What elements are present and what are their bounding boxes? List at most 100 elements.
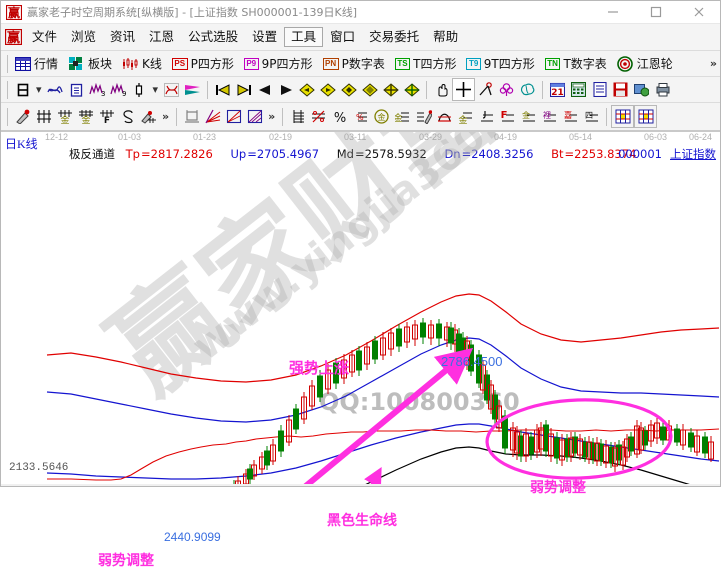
indicator-name: 极反通道 (69, 147, 115, 161)
tool-scribble[interactable] (45, 79, 66, 100)
tool-fan-red[interactable] (202, 106, 223, 127)
tool-frame[interactable] (181, 106, 202, 127)
tool-percent[interactable]: % (329, 106, 350, 127)
tool-gann-wheel[interactable]: 江恩轮 (615, 53, 681, 74)
tool-gold-line2[interactable]: 金 (518, 106, 539, 127)
menu-item-formula-screen[interactable]: 公式选股 (188, 29, 239, 44)
tool-t-square[interactable]: TS T四方形 (393, 53, 465, 74)
chart-area[interactable]: 日K线 12-12 01-03 01-23 02-19 03-11 03-29 … (1, 131, 720, 569)
tool-compass[interactable] (475, 79, 496, 100)
tool-fan-box[interactable] (223, 106, 244, 127)
toolbar3-overflow2-button[interactable]: » (268, 110, 276, 123)
toolbar-separator (176, 107, 178, 126)
tool-f-grid[interactable]: F (96, 106, 117, 127)
tool-layout-1[interactable] (611, 105, 635, 128)
dropdown-arrow-icon[interactable]: ▾ (36, 83, 42, 96)
tool-skip-last[interactable] (233, 79, 254, 100)
tool-gold-grid1[interactable]: 金 (54, 106, 75, 127)
tool-p-square[interactable]: PS P四方形 (170, 53, 242, 74)
menu-item-settings[interactable]: 设置 (252, 29, 278, 44)
hand-icon (433, 81, 450, 98)
tool-j-lines[interactable] (476, 106, 497, 127)
tool-f-lines[interactable]: F (497, 106, 518, 127)
tool-zoom-c[interactable] (380, 79, 401, 100)
tool-cube[interactable]: 嘉 (560, 106, 581, 127)
pct-red-icon: % (352, 108, 369, 125)
tool-tangle[interactable] (161, 79, 182, 100)
tool-prev[interactable] (254, 79, 275, 100)
tool-export[interactable] (631, 79, 652, 100)
tool-zoom-b[interactable] (359, 79, 380, 100)
tool-shift-right[interactable] (317, 79, 338, 100)
tool-pen-red[interactable] (12, 106, 33, 127)
toolbar-separator (606, 107, 608, 126)
tool-skip-first[interactable] (212, 79, 233, 100)
symbol-info: 000001 上证指数 (618, 146, 716, 162)
toolbar3-overflow1-button[interactable]: » (162, 110, 170, 123)
tool-rocket-lines[interactable] (413, 106, 434, 127)
tool-period-day[interactable] (12, 79, 33, 100)
tool-candle-single[interactable] (129, 79, 150, 100)
tool-flower[interactable] (496, 79, 517, 100)
indicator-md: Md (336, 147, 354, 161)
tool-gold-circle[interactable]: 金 (371, 106, 392, 127)
menu-item-browse[interactable]: 浏览 (71, 29, 97, 44)
tool-quotes[interactable]: 行情 (12, 53, 66, 74)
tool-p-numtable-label: P数字表 (341, 57, 385, 71)
tool-wave-3[interactable]: 3 (87, 79, 108, 100)
tool-zoom-d[interactable] (401, 79, 422, 100)
tool-hand[interactable] (431, 79, 452, 100)
tool-9t-square[interactable]: T9 9T四方形 (464, 53, 542, 74)
toolbar1-overflow-button[interactable]: » (709, 57, 717, 70)
menu-item-window[interactable]: 窗口 (330, 29, 356, 44)
maximize-button[interactable] (634, 1, 677, 23)
symbol-code: 000001 (618, 147, 662, 161)
prev-icon (256, 81, 273, 98)
tool-layout-2[interactable] (634, 105, 658, 128)
tool-spiral[interactable] (117, 106, 138, 127)
close-button[interactable] (677, 1, 720, 23)
tool-brain[interactable] (517, 79, 538, 100)
tool-pen-grid[interactable] (138, 106, 159, 127)
tool-flag[interactable] (182, 79, 203, 100)
tool-calculator[interactable] (568, 79, 589, 100)
tool-gold-lines[interactable]: 金 (392, 106, 413, 127)
menu-item-gann[interactable]: 江恩 (149, 29, 175, 44)
svg-text:金: 金 (60, 114, 69, 124)
tool-calendar21[interactable]: 21 (547, 79, 568, 100)
tool-wave-9[interactable]: 9 (108, 79, 129, 100)
menu-item-tools[interactable]: 工具 (284, 27, 324, 47)
tool-9p-square[interactable]: P9 9P四方形 (242, 53, 321, 74)
tool-fan-diag[interactable] (244, 106, 265, 127)
tool-ladder[interactable] (287, 106, 308, 127)
tool-notes[interactable] (589, 79, 610, 100)
tool-gridlines[interactable] (33, 106, 54, 127)
tool-gold-grid2[interactable]: 金 (75, 106, 96, 127)
date-tick: 03-11 (344, 132, 367, 142)
menu-item-news[interactable]: 资讯 (110, 29, 136, 44)
tool-print[interactable] (652, 79, 673, 100)
tool-save[interactable] (610, 79, 631, 100)
tool-next[interactable] (275, 79, 296, 100)
tool-pct-cross[interactable] (308, 106, 329, 127)
tool-t-numtable[interactable]: TN T数字表 (543, 53, 615, 74)
tool-four[interactable]: 四 (581, 106, 602, 127)
tool-ritual[interactable]: 裡 (539, 106, 560, 127)
tool-kline[interactable]: K线 (120, 53, 170, 74)
dropdown-arrow2-icon[interactable]: ▾ (152, 83, 159, 96)
tool-arch[interactable] (434, 106, 455, 127)
minimize-button[interactable] (591, 1, 634, 23)
tool-zoom-a[interactable] (338, 79, 359, 100)
tool-pct-red[interactable]: % (350, 106, 371, 127)
menu-item-file[interactable]: 文件 (32, 29, 58, 44)
diamond-c-icon (382, 81, 399, 98)
tool-blocks[interactable]: 板块 (66, 53, 120, 74)
tool-clipboard[interactable] (66, 79, 87, 100)
svg-text:金: 金 (522, 110, 530, 120)
tool-shift-left[interactable] (296, 79, 317, 100)
menu-item-help[interactable]: 帮助 (433, 29, 459, 44)
tool-p-numtable[interactable]: PN P数字表 (321, 53, 393, 74)
tool-crosshair[interactable] (452, 78, 476, 101)
menu-item-trade[interactable]: 交易委托 (369, 29, 420, 44)
tool-gold-fan[interactable]: 金 (455, 106, 476, 127)
